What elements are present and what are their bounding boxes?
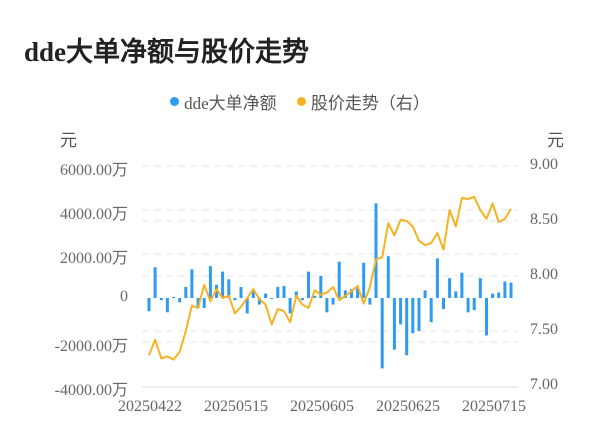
dde-bar	[159, 298, 163, 301]
x-tick-2: 20250515	[204, 398, 268, 415]
left-tick-6000: 6000.00万	[59, 162, 128, 179]
left-tick-neg2000: -2000.00万	[54, 338, 128, 355]
dde-bar	[184, 287, 188, 298]
left-tick-neg4000: -4000.00万	[54, 382, 128, 399]
dde-bar	[423, 290, 427, 298]
dde-bar	[239, 287, 243, 298]
legend-item-price[interactable]: 股价走势（右）	[296, 89, 430, 114]
dde-bar	[442, 298, 445, 309]
dde-bar	[288, 298, 292, 314]
left-tick-0: 0	[120, 288, 128, 305]
dde-bar	[368, 298, 372, 305]
x-tick-1: 20250422	[118, 398, 182, 415]
dde-bar	[245, 298, 249, 314]
dde-bar	[386, 256, 390, 298]
right-tick-9: 9.00	[530, 156, 558, 173]
right-tick-7.5: 7.50	[530, 321, 558, 338]
right-tick-7: 7.00	[530, 376, 558, 393]
dde-bar	[331, 298, 335, 305]
dde-bar	[165, 298, 169, 313]
dde-bar	[190, 269, 194, 298]
legend-dot-blue-icon	[170, 97, 180, 106]
x-tick-5: 20250715	[462, 398, 526, 415]
dde-bar	[356, 288, 360, 298]
right-axis-unit: 元	[547, 131, 564, 150]
left-axis-unit: 元	[60, 131, 77, 150]
dde-bar	[350, 289, 353, 298]
dde-bar	[485, 298, 488, 336]
left-tick-4000: 4000.00万	[59, 206, 128, 223]
dde-bar	[343, 290, 347, 298]
dde-bar	[466, 298, 470, 313]
dde-bar	[411, 298, 415, 334]
dde-bar	[282, 285, 286, 298]
left-tick-2000: 2000.00万	[59, 250, 128, 267]
x-tick-4: 20250625	[376, 398, 440, 415]
dde-bar	[491, 293, 495, 298]
dde-bar	[221, 271, 225, 298]
legend-dot-orange-icon	[296, 97, 306, 106]
right-tick-8.5: 8.50	[530, 211, 558, 228]
dde-bar	[307, 271, 310, 298]
dde-bar	[503, 281, 507, 298]
legend-label-price: 股价走势（右）	[310, 94, 430, 113]
dde-bar	[472, 298, 476, 311]
chart-legend: dde大单净额 股价走势（右）	[0, 89, 600, 114]
dde-bar	[294, 291, 298, 298]
dde-bar	[448, 278, 452, 298]
price-line	[148, 195, 512, 361]
dde-bar	[509, 282, 513, 298]
dde-bar	[202, 298, 206, 308]
legend-item-dde[interactable]: dde大单净额	[170, 89, 277, 114]
dde-bar	[405, 298, 409, 356]
dde-bars	[147, 203, 513, 369]
dde-bar	[454, 291, 458, 298]
dde-bar	[270, 298, 274, 300]
dde-bar	[460, 272, 464, 298]
x-tick-3: 20250605	[290, 398, 354, 415]
dde-bar	[172, 296, 175, 298]
dde-bar	[380, 298, 384, 369]
legend-label-dde: dde大单净额	[184, 94, 277, 113]
grid-lines	[142, 165, 518, 343]
dde-bar	[153, 267, 157, 298]
dde-bar	[251, 289, 255, 298]
dde-bar	[392, 298, 396, 350]
dde-bar	[257, 298, 261, 305]
dde-bar	[196, 298, 200, 308]
dde-bar	[429, 298, 433, 323]
dde-bar	[497, 292, 501, 298]
dde-bar	[362, 262, 366, 298]
dde-bar	[478, 278, 482, 298]
dde-bar	[233, 298, 237, 301]
dde-bar	[319, 276, 323, 298]
dde-bar	[435, 258, 439, 298]
dde-bar	[208, 266, 212, 298]
dde-bar	[325, 298, 329, 313]
dde-bar	[276, 287, 280, 298]
dde-bar	[300, 298, 304, 301]
right-tick-8: 8.00	[530, 266, 558, 283]
dde-bar	[374, 203, 378, 298]
dde-bar	[147, 298, 151, 312]
dde-bar	[227, 279, 231, 298]
dde-bar	[313, 295, 317, 298]
dde-bar	[337, 261, 341, 298]
dde-bar	[178, 298, 182, 303]
dde-bar	[264, 293, 268, 298]
dde-bar	[417, 298, 421, 331]
dde-bar	[399, 298, 403, 325]
chart-title: dde大单净额与股价走势	[24, 37, 310, 67]
